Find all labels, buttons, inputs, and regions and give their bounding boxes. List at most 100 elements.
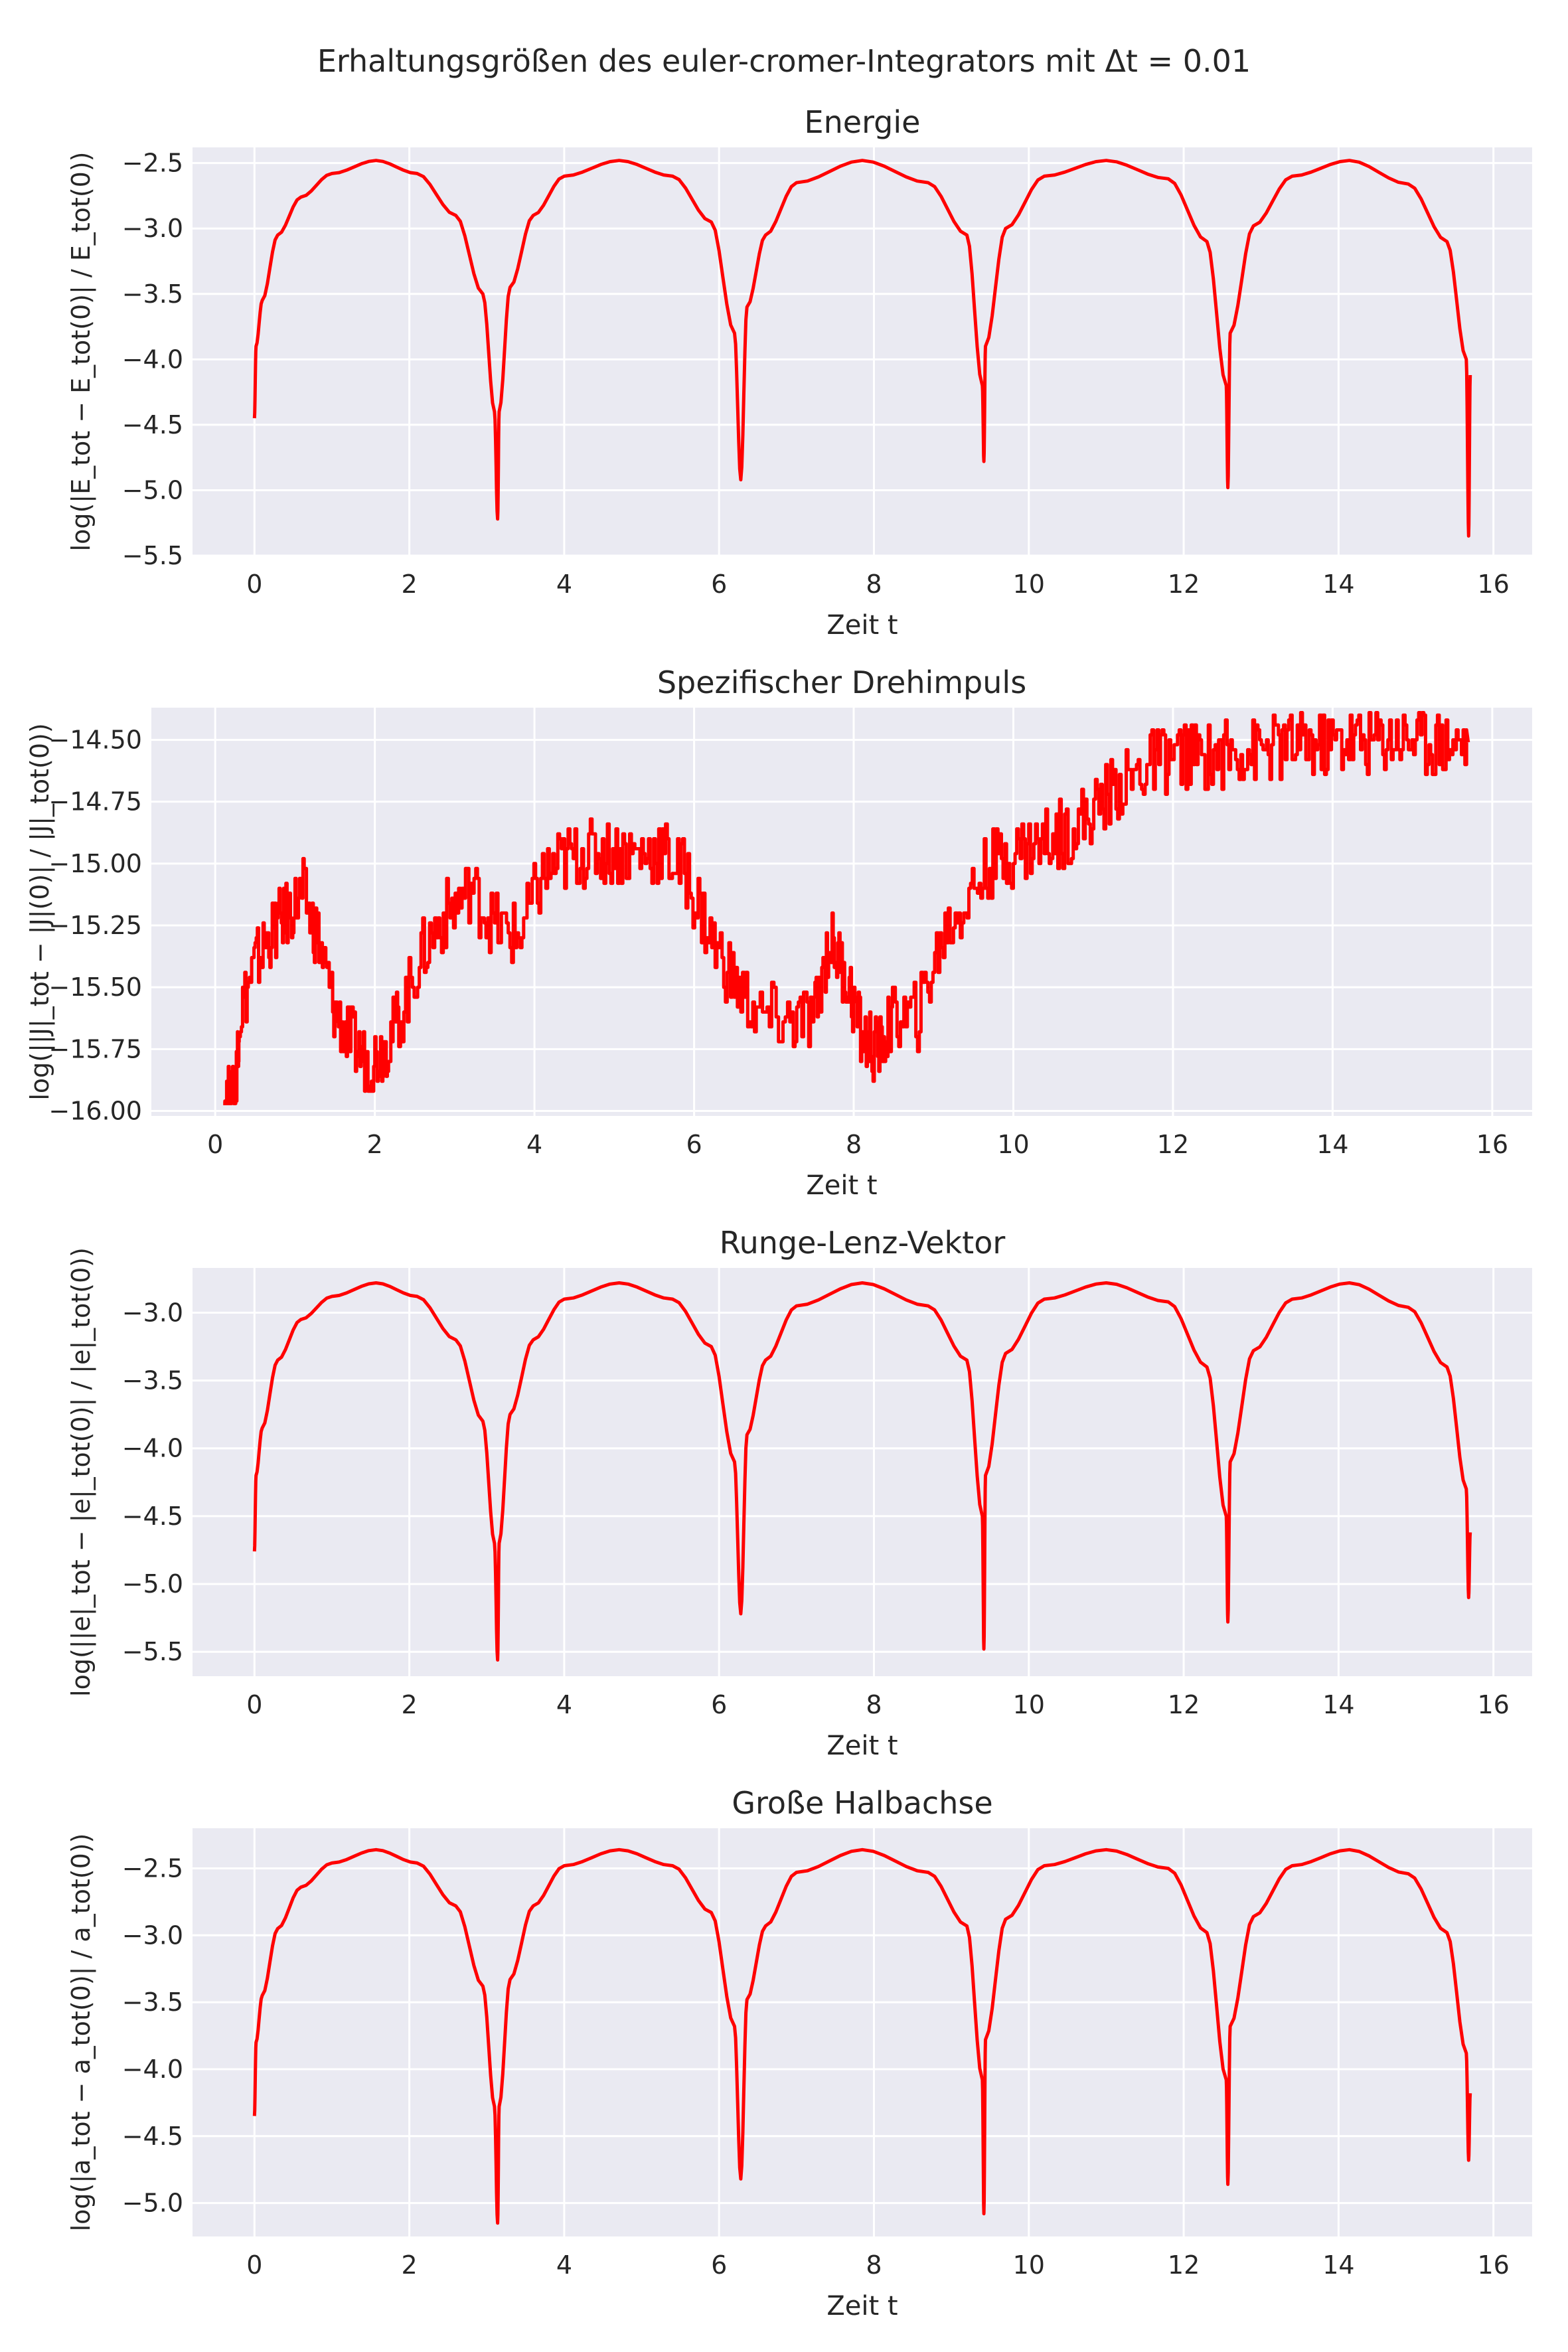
x-axis-label: Zeit t: [826, 610, 898, 641]
series-line-0: [252, 159, 1472, 538]
y-tick-label: −3.0: [122, 1298, 183, 1327]
y-tick-labels: −2.5 −3.0 −3.5 −4.0 −4.5 −5.0 −5.5: [122, 149, 183, 570]
y-tick-labels: −2.5 −3.0 −3.5 −4.0 −4.5 −5.0: [122, 1853, 183, 2217]
x-tick-label: 4: [556, 2250, 572, 2280]
y-axis-label: log(||J|_tot − |J|(0)| / |J|_tot(0)): [25, 723, 55, 1100]
x-tick-label: 6: [686, 1130, 702, 1159]
y-tick-label: −4.0: [122, 2055, 183, 2084]
series-line-0: [222, 711, 1470, 1105]
x-tick-label: 0: [246, 2250, 262, 2280]
y-tick-label: −3.5: [122, 1366, 183, 1395]
grid-lines: [193, 1268, 1532, 1676]
x-tick-label: 2: [402, 1690, 418, 1719]
subplot-energie: 0 2 4 6 8 10 12 14 16 −2.5 −3.0 −3.5 −4.0 −4.5 −5.0 −5…: [66, 104, 1532, 641]
x-tick-label: 8: [846, 1130, 862, 1159]
subplot-runge-lenz: 0 2 4 6 8 10 12 14 16 −3.0 −3.5 −4.0 −4.5 −5.0 −5.5 R…: [66, 1225, 1532, 1761]
y-axis-label: log(|E_tot − E_tot(0)| / E_tot(0)): [66, 152, 96, 552]
y-tick-label: −16.00: [48, 1097, 142, 1126]
y-tick-label: −2.5: [122, 149, 183, 178]
y-tick-label: −2.5: [122, 1853, 183, 1883]
plot-area-background: [193, 1828, 1532, 2236]
y-tick-label: −5.5: [122, 541, 183, 570]
y-tick-labels: −14.50 −14.75 −15.00 −15.25 −15.50 −15.75 −16.…: [48, 725, 142, 1125]
series-lines: [252, 159, 1472, 538]
x-tick-label: 10: [997, 1130, 1029, 1159]
x-tick-label: 2: [367, 1130, 383, 1159]
y-tick-label: −15.25: [48, 911, 142, 940]
grid-lines: [193, 1828, 1532, 2236]
x-tick-label: 12: [1168, 570, 1200, 599]
x-tick-label: 6: [711, 1690, 727, 1719]
y-tick-label: −3.0: [122, 1921, 183, 1950]
x-tick-labels: 0 2 4 6 8 10 12 14 16: [246, 1690, 1510, 1719]
subplot-drehimpuls: 0 2 4 6 8 10 12 14 16 −14.50−14.75−15.00−15.25−1…: [25, 665, 1532, 1201]
x-tick-label: 14: [1316, 1130, 1348, 1159]
x-tick-label: 0: [246, 1690, 262, 1719]
y-tick-label: −15.00: [48, 849, 142, 878]
x-tick-label: 10: [1013, 2250, 1045, 2280]
y-tick-label: −4.0: [122, 345, 183, 374]
x-tick-label: 16: [1477, 570, 1509, 599]
y-tick-label: −14.75: [48, 787, 142, 817]
x-tick-label: 16: [1476, 1130, 1508, 1159]
series-lines: [252, 1847, 1472, 2225]
y-tick-label: −3.5: [122, 1988, 183, 2017]
x-tick-label: 0: [207, 1130, 223, 1159]
x-tick-labels: 0 2 4 6 8 10 12 14 16: [246, 570, 1510, 599]
x-tick-label: 8: [866, 570, 882, 599]
series-line-0: [252, 1281, 1472, 1662]
y-tick-label: −15.50: [48, 973, 142, 1002]
y-tick-label: −5.5: [122, 1637, 183, 1666]
x-tick-labels: 0 2 4 6 8 10 12 14 16: [246, 2250, 1510, 2280]
x-tick-label: 12: [1168, 2250, 1200, 2280]
y-tick-label: −3.5: [122, 279, 183, 309]
x-tick-label: 14: [1322, 1690, 1354, 1719]
y-tick-label: −14.50: [48, 725, 142, 754]
y-tick-label: −5.0: [122, 1569, 183, 1599]
x-tick-label: 12: [1168, 1690, 1200, 1719]
x-axis-label: Zeit t: [826, 2291, 898, 2321]
plot-area-background: [193, 147, 1532, 556]
series-line-0: [252, 1847, 1472, 2225]
subplot-title: Große Halbachse: [732, 1785, 992, 1821]
y-axis-label: log(|a_tot − a_tot(0)| / a_tot(0)): [66, 1834, 96, 2232]
grid-lines: [193, 147, 1532, 557]
x-axis-label: Zeit t: [806, 1170, 877, 1201]
y-tick-label: −4.0: [122, 1434, 183, 1463]
x-tick-label: 16: [1477, 2250, 1509, 2280]
subplot-title: Energie: [805, 104, 921, 140]
x-tick-label: 6: [711, 570, 727, 599]
x-tick-label: 8: [866, 2250, 882, 2280]
y-tick-label: −5.0: [122, 2189, 183, 2218]
x-tick-labels: 0 2 4 6 8 10 12 14 16: [207, 1130, 1508, 1159]
x-tick-label: 4: [556, 1690, 572, 1719]
x-tick-label: 4: [526, 1130, 542, 1159]
y-tick-label: −4.5: [122, 410, 183, 439]
subplot-title: Runge-Lenz-Vektor: [720, 1225, 1006, 1261]
figure-suptitle: Erhaltungsgrößen des euler-cromer-Integr…: [317, 43, 1251, 79]
x-axis-label: Zeit t: [826, 1731, 898, 1761]
x-tick-label: 2: [402, 2250, 418, 2280]
x-tick-label: 6: [711, 2250, 727, 2280]
x-tick-label: 14: [1322, 570, 1354, 599]
x-tick-label: 12: [1157, 1130, 1189, 1159]
subplot-halbachse: 0 2 4 6 8 10 12 14 16 −2.5 −3.0 −3.5 −4.0 −4.5 −5.0 G…: [66, 1785, 1532, 2321]
x-tick-label: 10: [1013, 1690, 1045, 1719]
x-tick-label: 16: [1477, 1690, 1509, 1719]
x-tick-label: 4: [556, 570, 572, 599]
y-tick-label: −4.5: [122, 1502, 183, 1531]
y-axis-label: log(||e|_tot − |e|_tot(0)| / |e|_tot(0)): [66, 1247, 96, 1697]
x-tick-label: 14: [1322, 2250, 1354, 2280]
x-tick-label: 8: [866, 1690, 882, 1719]
y-tick-label: −3.0: [122, 214, 183, 243]
x-tick-label: 0: [246, 570, 262, 599]
y-tick-label: −15.75: [48, 1034, 142, 1063]
x-tick-label: 2: [402, 570, 418, 599]
y-tick-labels: −3.0 −3.5 −4.0 −4.5 −5.0 −5.5: [122, 1298, 183, 1666]
grid-lines: [151, 708, 1532, 1116]
y-tick-label: −5.0: [122, 475, 183, 505]
series-lines: [252, 1281, 1472, 1662]
plot-area-background: [193, 1268, 1532, 1676]
y-tick-label: −4.5: [122, 2122, 183, 2151]
x-tick-label: 10: [1013, 570, 1045, 599]
